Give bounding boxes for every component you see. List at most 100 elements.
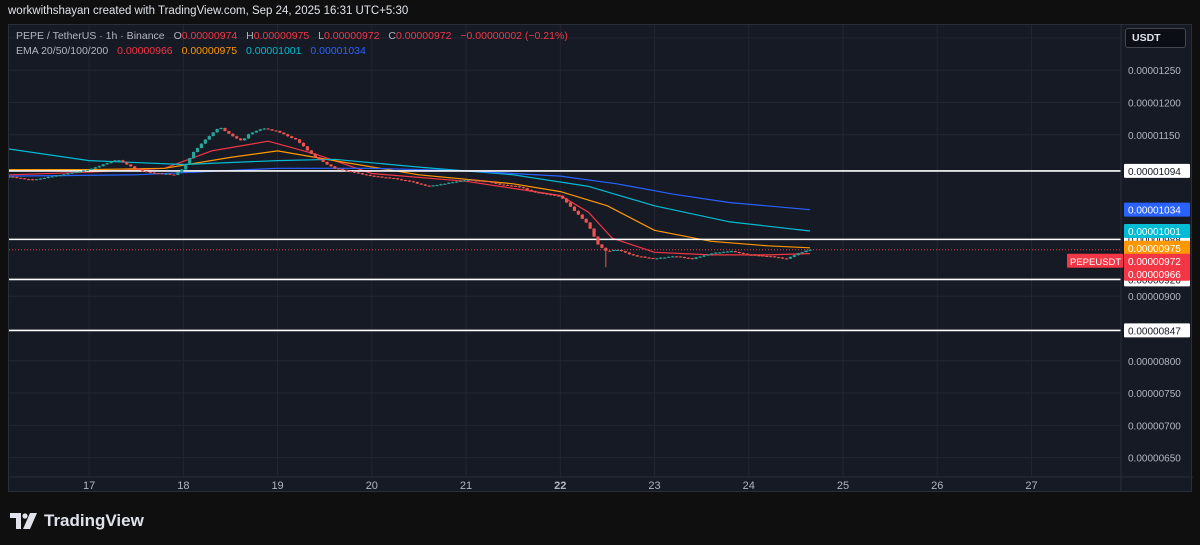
candle-body bbox=[458, 180, 463, 182]
candle-body bbox=[50, 176, 54, 178]
candle-body bbox=[451, 182, 455, 184]
level-badge-label: 0.00001094 bbox=[1128, 167, 1181, 178]
candle-body bbox=[266, 128, 270, 130]
candle-body bbox=[242, 138, 247, 141]
candle-body bbox=[407, 180, 412, 182]
candle-body bbox=[561, 195, 565, 199]
y-tick-label: 0.00000750 bbox=[1128, 389, 1181, 400]
x-tick-label: 21 bbox=[460, 480, 472, 492]
candle-body bbox=[74, 171, 78, 173]
candle-body bbox=[714, 252, 718, 254]
candle-body bbox=[651, 258, 655, 260]
candle-body bbox=[706, 254, 710, 256]
candle-body bbox=[290, 136, 294, 138]
legend-ema: EMA 20/50/100/200 0.00000966 0.00000975 … bbox=[16, 45, 366, 57]
candle-body bbox=[321, 159, 325, 162]
legend-close-label: C bbox=[388, 30, 396, 42]
y-tick-label: 0.00000800 bbox=[1128, 357, 1181, 368]
candle-body bbox=[663, 257, 667, 259]
candle-body bbox=[788, 256, 792, 259]
candle-body bbox=[235, 136, 239, 139]
level-badge bbox=[1124, 163, 1190, 178]
candle-body bbox=[447, 182, 451, 184]
candle-body bbox=[215, 129, 219, 133]
candle-body bbox=[305, 146, 310, 151]
chart-panel[interactable]: 0.000013000.000012500.000012000.00001150… bbox=[8, 24, 1193, 493]
candle-body bbox=[411, 181, 416, 183]
candle-body bbox=[627, 252, 631, 255]
candle-body bbox=[690, 258, 694, 260]
candle-body bbox=[250, 132, 255, 135]
candle-body bbox=[278, 130, 282, 133]
candle-body bbox=[729, 251, 734, 253]
price-badge bbox=[1124, 253, 1190, 268]
candle-body bbox=[423, 184, 427, 186]
x-tick-label: 25 bbox=[837, 480, 849, 492]
candle-body bbox=[93, 167, 97, 169]
candle-body bbox=[23, 178, 27, 180]
candle-body bbox=[11, 176, 15, 178]
candle-body bbox=[301, 142, 306, 147]
candle-body bbox=[808, 249, 812, 251]
price-badge bbox=[1124, 266, 1190, 281]
candle-body bbox=[612, 250, 616, 252]
candle-body bbox=[219, 128, 223, 130]
x-tick-label: 17 bbox=[83, 480, 95, 492]
candle-body bbox=[588, 222, 592, 229]
candle-body bbox=[749, 254, 753, 256]
candle-body bbox=[777, 257, 781, 259]
symbol-badge bbox=[1067, 253, 1123, 268]
price-badge-label: 0.00000966 bbox=[1128, 270, 1181, 281]
legend-ema-label: EMA 20/50/100/200 bbox=[16, 45, 109, 57]
candle-body bbox=[725, 251, 730, 253]
candle-body bbox=[486, 181, 490, 183]
candle-body bbox=[129, 164, 133, 167]
currency-button[interactable]: USDT bbox=[1125, 28, 1186, 48]
legend-ema200-value: 0.00001034 bbox=[310, 45, 366, 57]
candle-body bbox=[659, 257, 663, 259]
brand[interactable]: TradingView bbox=[10, 511, 144, 531]
candle-body bbox=[188, 158, 192, 165]
candle-body bbox=[254, 130, 258, 133]
candle-body bbox=[97, 166, 101, 168]
candle-body bbox=[78, 171, 82, 173]
candle-body bbox=[117, 160, 121, 162]
candle-body bbox=[400, 179, 404, 181]
x-tick-label: 19 bbox=[271, 480, 283, 492]
candle-body bbox=[498, 183, 502, 185]
candle-body bbox=[199, 143, 204, 149]
top-bar: workwithshayan created with TradingView.… bbox=[0, 0, 1200, 24]
candle-body bbox=[403, 180, 408, 182]
x-tick-label: 20 bbox=[366, 480, 378, 492]
candle-body bbox=[608, 250, 612, 252]
candle-body bbox=[227, 131, 231, 134]
candle-body bbox=[317, 157, 321, 160]
candle-body bbox=[553, 194, 557, 196]
candle-body bbox=[466, 179, 471, 181]
candle-body bbox=[639, 256, 643, 258]
candle-body bbox=[682, 257, 686, 259]
candle-body bbox=[800, 252, 804, 254]
candle-body bbox=[180, 169, 184, 173]
y-tick-label: 0.00001250 bbox=[1128, 66, 1181, 77]
price-badge bbox=[1124, 240, 1190, 255]
candle-body bbox=[341, 169, 345, 171]
candle-body bbox=[419, 183, 423, 185]
candle-body bbox=[152, 172, 156, 174]
candle-body bbox=[168, 173, 172, 175]
candle-body bbox=[144, 171, 149, 173]
candle-body bbox=[113, 160, 117, 162]
candle-body bbox=[297, 139, 302, 143]
candle-body bbox=[176, 172, 180, 175]
candle-body bbox=[325, 161, 329, 165]
candle-body bbox=[105, 163, 109, 165]
candle-body bbox=[541, 192, 545, 194]
candlestick-chart[interactable]: 0.000013000.000012500.000012000.00001150… bbox=[9, 25, 1193, 493]
candle-body bbox=[46, 176, 50, 179]
candle-body bbox=[286, 134, 290, 137]
horizontal-levels bbox=[9, 170, 1121, 332]
candle-body bbox=[635, 255, 639, 257]
candle-body bbox=[784, 258, 789, 260]
candle-body bbox=[30, 179, 35, 181]
candle-body bbox=[89, 168, 94, 170]
